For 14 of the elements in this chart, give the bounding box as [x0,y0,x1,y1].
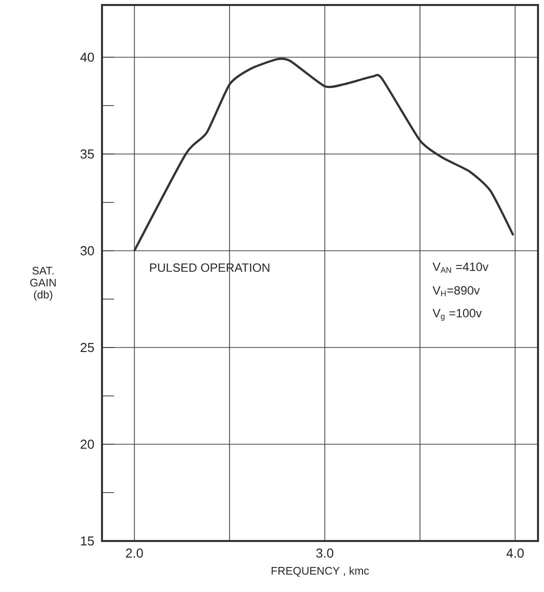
y-tick-label: 40 [80,52,94,62]
x-tick-label: 2.0 [126,548,143,558]
y-tick-label: 25 [80,342,94,352]
y-tick-label: 15 [80,536,94,546]
annotation: V$_{H}$=890v [432,286,480,296]
y-tick-label: 35 [80,149,94,159]
annotation: V$_{AN}$ =410v [432,262,488,273]
x-tick-label: 3.0 [316,548,334,558]
annotation: V$_{g}$ =100v [432,308,482,321]
y-tick-label: 30 [80,246,94,256]
x-axis-title: FREQUENCY , kmc [272,566,369,577]
y-axis-title: SAT. GAIN (db) [30,266,56,301]
x-tick-label: 4.0 [506,548,524,558]
y-tick-label: 20 [80,440,94,449]
